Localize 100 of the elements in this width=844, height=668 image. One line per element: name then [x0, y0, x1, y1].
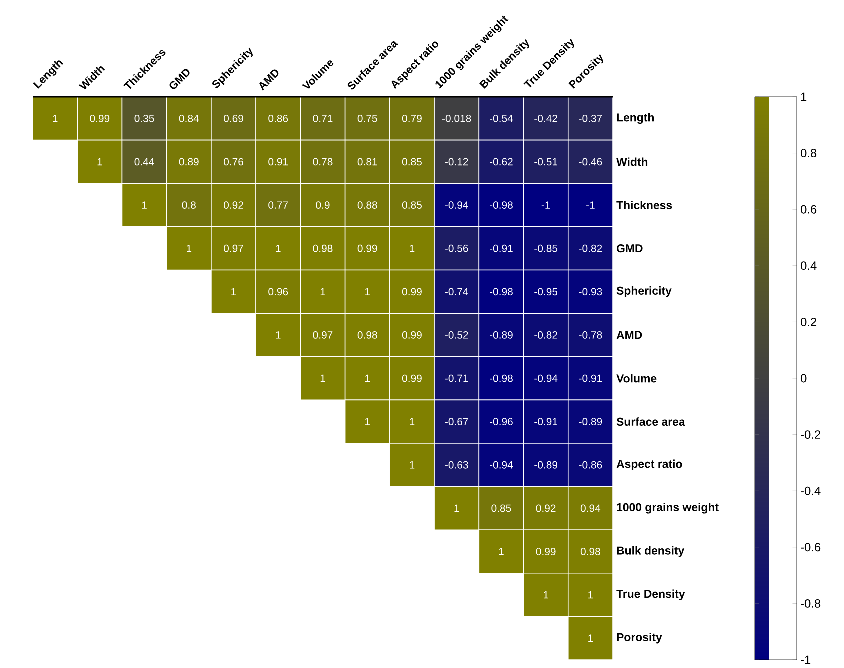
y-tick-label: Width [616, 158, 648, 166]
data-label: 0.35 [134, 114, 154, 122]
data-label: -0.89 [579, 418, 602, 426]
data-label: 1 [276, 332, 281, 339]
data-label: 1 [320, 374, 326, 382]
y-tick-label: Aspect ratio [616, 460, 682, 470]
data-label: 0.91 [268, 158, 288, 166]
data-label: -0.95 [534, 288, 558, 296]
data-label: 0.97 [313, 332, 333, 339]
data-label: -0.54 [490, 114, 514, 122]
data-label: -0.63 [445, 461, 468, 469]
data-label: 0.78 [313, 158, 333, 166]
color-bar-label: 0.8 [800, 149, 817, 158]
data-label: 0.71 [313, 114, 333, 122]
data-label: 0.94 [580, 504, 601, 512]
data-label: 0.99 [536, 548, 556, 556]
data-label: 1 [366, 418, 370, 426]
data-label: -0.91 [534, 418, 558, 426]
data-label: 0.89 [179, 158, 199, 166]
data-label: 0.96 [268, 288, 288, 296]
data-label: 1 [410, 245, 415, 252]
data-label: -0.37 [579, 114, 602, 122]
data-label: -0.91 [490, 244, 513, 252]
data-label: -0.91 [579, 374, 602, 382]
color-bar-label: 0.4 [800, 262, 817, 270]
data-label: 1 [187, 245, 192, 252]
data-label: 0.99 [402, 374, 422, 382]
data-label: -0.51 [534, 158, 558, 166]
data-label: -0.94 [534, 374, 558, 382]
color-bar-label: 1 [801, 92, 807, 102]
data-label: -0.82 [579, 244, 602, 252]
data-label: 0.88 [358, 202, 378, 209]
data-label: -0.89 [490, 332, 513, 339]
color-bar-label: 0 [800, 374, 807, 383]
data-label: -0.46 [579, 158, 602, 166]
data-label: 0.76 [224, 158, 244, 166]
y-tick-label: True Density [616, 590, 686, 600]
data-label: 1 [499, 548, 504, 556]
data-label: 1 [410, 418, 415, 426]
data-label: -0.62 [490, 158, 513, 166]
data-label: 0.75 [358, 114, 378, 122]
data-label: 0.92 [536, 504, 556, 512]
y-tick-label: Porosity [617, 633, 662, 644]
data-label: 1 [142, 202, 147, 209]
color-bar-label: -1 [801, 656, 811, 664]
data-label: -0.98 [490, 288, 513, 296]
data-label: -0.98 [490, 202, 513, 209]
data-label: 0.69 [224, 114, 244, 122]
data-label: 0.97 [224, 244, 244, 252]
data-label: 0.9 [316, 202, 330, 209]
data-label: 1 [98, 158, 102, 166]
data-label: 0.98 [358, 332, 378, 339]
y-tick-label: Thickness [616, 201, 672, 210]
data-label: 1 [320, 288, 326, 296]
data-label: -0.42 [534, 114, 558, 122]
data-label: -0.94 [490, 461, 514, 469]
data-label: 1 [232, 288, 236, 296]
color-bar-label: 0.6 [800, 205, 817, 214]
data-label: -0.74 [445, 288, 468, 296]
y-tick-label: Volume [616, 374, 657, 383]
data-label: -0.96 [490, 418, 513, 426]
data-label: 0.79 [402, 114, 422, 122]
data-label: 1 [366, 374, 370, 382]
y-tick-label: GMD [616, 244, 643, 253]
data-label: -0.018 [442, 114, 472, 122]
data-label: 1 [544, 591, 548, 599]
data-label: 0.85 [402, 158, 422, 166]
data-label: 1 [366, 288, 370, 296]
data-label: -0.82 [534, 332, 558, 339]
data-label: 0.86 [268, 114, 288, 122]
data-label: -0.52 [445, 332, 468, 339]
data-label: 0.44 [134, 158, 154, 166]
data-label: -0.85 [534, 244, 558, 252]
data-label: 1 [588, 634, 594, 642]
y-tick-label: Bulk density [617, 546, 685, 558]
data-label: 0.98 [580, 548, 600, 556]
data-label: 1 [53, 115, 58, 122]
data-label: 0.99 [358, 244, 378, 252]
color-bar-label: 0.2 [800, 318, 817, 326]
data-label: 0.85 [402, 202, 422, 209]
data-label: 0.99 [402, 288, 422, 296]
data-label: 0.99 [90, 114, 110, 122]
data-label: -0.56 [445, 244, 468, 252]
data-label: -1 [586, 202, 595, 209]
y-tick-label: AMD [616, 331, 642, 340]
color-bar-label: -0.8 [801, 599, 821, 608]
data-label: 0.92 [224, 202, 244, 209]
data-label: 1 [276, 245, 281, 252]
data-label: 1 [454, 504, 460, 512]
color-bar-label: -0.6 [801, 543, 821, 552]
y-tick-label: 1000 grains weight [617, 503, 719, 514]
data-label: 1 [588, 591, 594, 599]
data-label: 0.85 [492, 504, 512, 512]
data-label: 0.8 [182, 202, 196, 209]
data-label: -1 [542, 202, 550, 209]
data-label: 0.98 [313, 244, 333, 252]
data-label: 0.84 [179, 114, 200, 122]
y-tick-label: Sphericity [616, 286, 672, 298]
data-label: 1 [410, 462, 415, 469]
data-label: 0.77 [268, 202, 288, 209]
